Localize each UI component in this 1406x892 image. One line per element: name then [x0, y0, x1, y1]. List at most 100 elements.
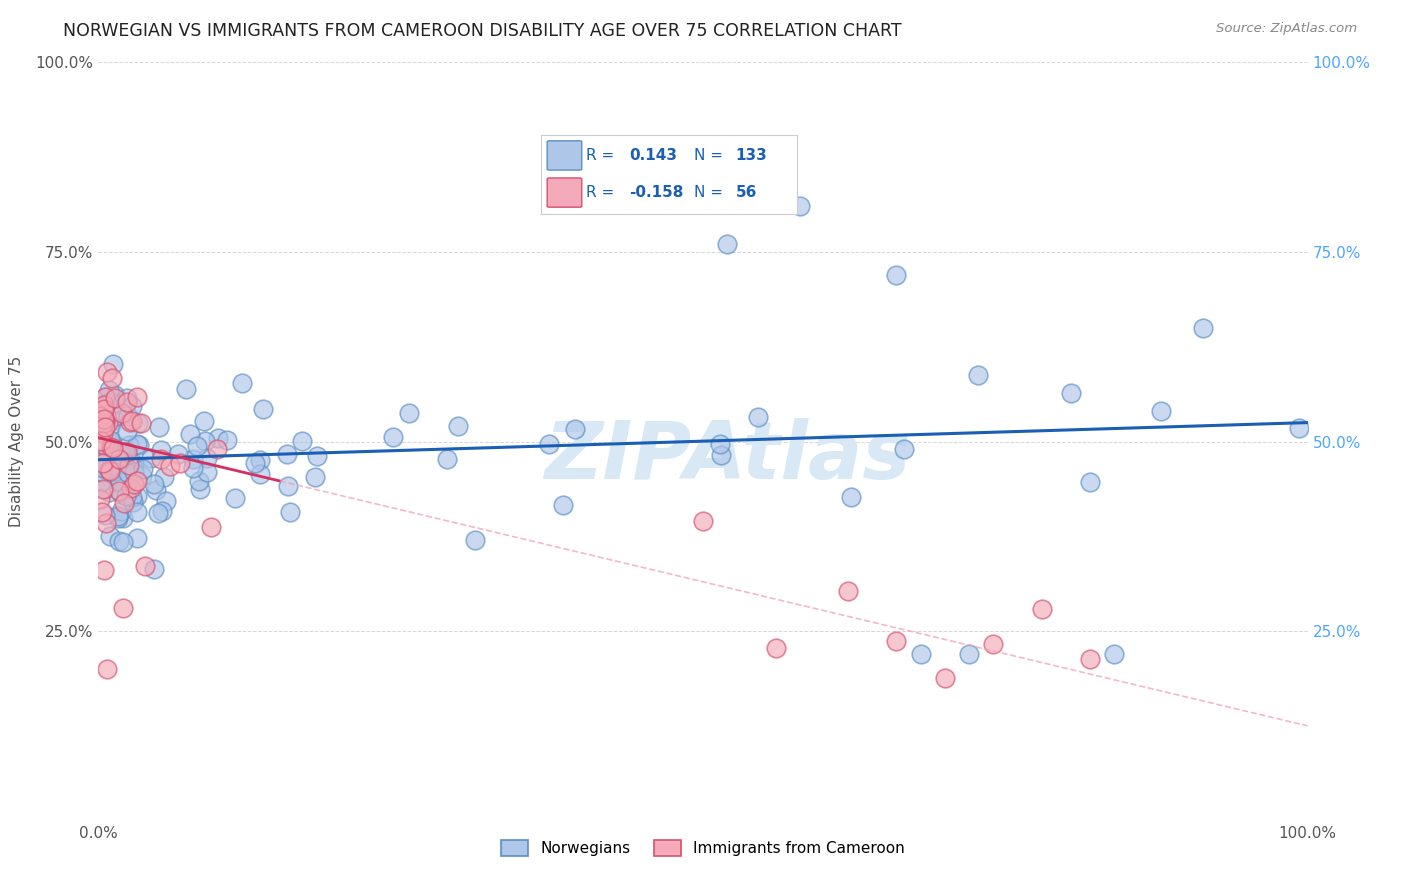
Point — [131, 461, 153, 475]
Point — [174, 383, 197, 397]
Point — [181, 452, 204, 467]
Point — [278, 505, 301, 519]
Point — [148, 420, 170, 434]
Point — [107, 483, 129, 498]
Point — [93, 461, 115, 475]
Point — [118, 458, 141, 473]
Point — [127, 531, 149, 545]
Point — [103, 357, 125, 371]
Point — [94, 419, 117, 434]
Point — [90, 475, 112, 489]
Point — [110, 504, 132, 518]
Point — [101, 371, 124, 385]
Text: 0.143: 0.143 — [628, 147, 678, 162]
Point — [96, 662, 118, 676]
Point — [91, 466, 114, 480]
Point — [115, 465, 138, 479]
Point — [96, 396, 118, 410]
Point — [398, 406, 420, 420]
Point — [564, 422, 586, 436]
Point — [150, 451, 173, 466]
Point — [115, 424, 138, 438]
Point — [215, 433, 238, 447]
Point — [98, 458, 121, 473]
Text: -0.158: -0.158 — [628, 185, 683, 200]
Point — [98, 529, 121, 543]
Point — [104, 409, 127, 423]
Point — [115, 445, 138, 459]
FancyBboxPatch shape — [547, 178, 582, 207]
Point — [104, 448, 127, 462]
Point — [193, 414, 215, 428]
Point — [839, 491, 862, 505]
Point — [150, 504, 173, 518]
Point — [104, 391, 127, 405]
Point — [98, 462, 121, 476]
Point — [104, 448, 127, 462]
Point — [97, 446, 120, 460]
Point — [1078, 652, 1101, 666]
Point — [1102, 647, 1125, 661]
Point — [108, 445, 131, 459]
Point — [716, 237, 738, 252]
Point — [93, 412, 115, 426]
Point — [93, 426, 115, 441]
Point — [145, 483, 167, 497]
Y-axis label: Disability Age Over 75: Disability Age Over 75 — [10, 356, 24, 527]
Point — [153, 470, 176, 484]
Point — [188, 475, 211, 489]
Point — [307, 450, 329, 464]
Point — [155, 493, 177, 508]
Point — [159, 458, 181, 473]
Point — [765, 640, 787, 655]
Point — [121, 399, 143, 413]
Point — [141, 450, 163, 465]
Point — [93, 398, 115, 412]
Point — [117, 485, 139, 500]
Point — [304, 470, 326, 484]
Point — [122, 460, 145, 475]
Point — [128, 438, 150, 452]
Point — [114, 489, 136, 503]
Point — [93, 416, 115, 430]
Point — [110, 486, 132, 500]
Point — [150, 442, 173, 457]
Point — [537, 437, 560, 451]
Point — [122, 476, 145, 491]
Point — [195, 451, 218, 466]
Point — [100, 460, 122, 475]
Point — [90, 416, 112, 430]
Point — [893, 442, 915, 456]
Point — [91, 456, 114, 470]
Point — [1191, 321, 1213, 335]
Point — [110, 408, 132, 422]
Point — [94, 409, 117, 423]
Point — [117, 395, 139, 409]
Text: 56: 56 — [735, 185, 756, 200]
Point — [148, 506, 170, 520]
Point — [186, 439, 208, 453]
Point — [207, 442, 229, 456]
Point — [112, 455, 135, 469]
Point — [981, 637, 1004, 651]
Point — [195, 465, 218, 479]
Point — [98, 383, 121, 397]
Point — [291, 434, 314, 448]
Point — [111, 448, 134, 462]
Point — [93, 401, 115, 416]
Point — [789, 199, 811, 213]
Point — [93, 451, 115, 466]
Point — [108, 452, 131, 467]
Point — [910, 647, 932, 661]
Point — [747, 409, 769, 424]
Point — [277, 478, 299, 492]
Point — [121, 415, 143, 429]
Point — [447, 418, 470, 433]
Point — [97, 417, 120, 431]
Point — [118, 438, 141, 452]
Point — [934, 671, 956, 685]
Point — [276, 447, 298, 461]
Point — [553, 498, 575, 512]
Point — [1078, 475, 1101, 490]
Point — [96, 449, 118, 463]
